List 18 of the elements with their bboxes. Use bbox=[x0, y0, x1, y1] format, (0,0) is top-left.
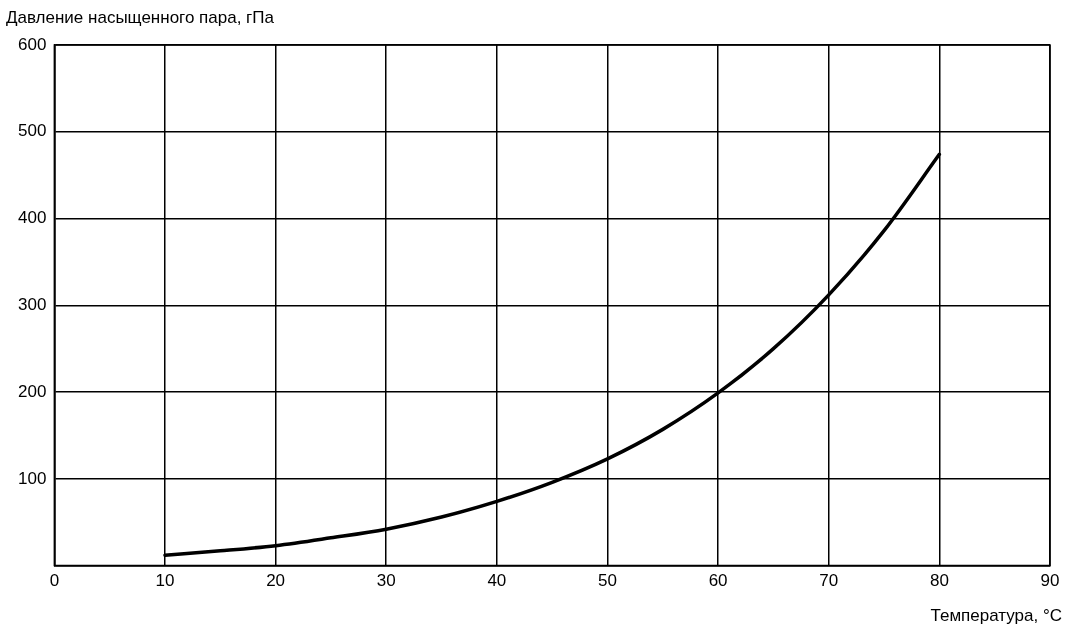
y-tick-label: 300 bbox=[17, 294, 47, 314]
x-tick-label: 50 bbox=[598, 571, 617, 591]
x-tick-label: 60 bbox=[708, 571, 728, 591]
x-tick-label: 80 bbox=[929, 571, 949, 591]
x-tick-label: 70 bbox=[819, 571, 839, 591]
y-tick-label: 400 bbox=[17, 208, 47, 228]
y-tick-label: 200 bbox=[17, 381, 47, 401]
y-axis-title: Давление насыщенного пара, гПа bbox=[6, 8, 274, 28]
x-axis-title: Температура, °C bbox=[930, 606, 1062, 626]
x-tick-label: 0 bbox=[49, 571, 60, 591]
x-tick-label: 20 bbox=[266, 571, 286, 591]
y-tick-label: 500 bbox=[17, 121, 47, 141]
x-tick-label: 40 bbox=[487, 571, 507, 591]
x-tick-label: 90 bbox=[1040, 571, 1060, 591]
y-tick-label: 100 bbox=[17, 468, 47, 488]
x-tick-label: 30 bbox=[376, 571, 396, 591]
x-tick-label: 10 bbox=[155, 571, 175, 591]
y-tick-label: 600 bbox=[17, 34, 47, 54]
